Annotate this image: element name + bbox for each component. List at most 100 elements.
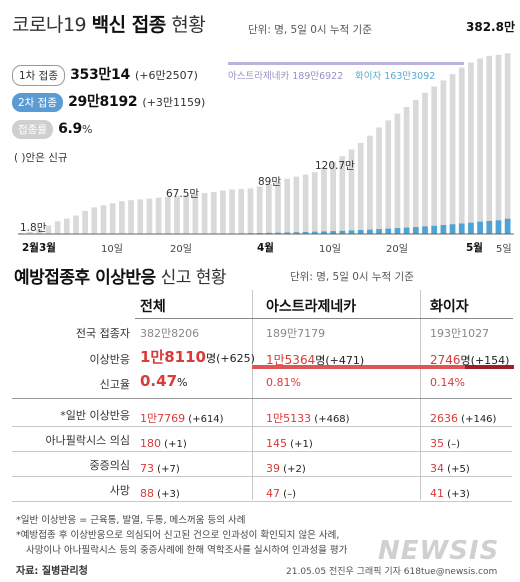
severe-az: 39 (+2) [266, 462, 306, 475]
bar-first-dose [348, 149, 355, 234]
bar-second-dose [403, 227, 410, 234]
bar-first-dose [100, 205, 107, 234]
legend-astrazeneca: 아스트라제네카 189만6922 [228, 71, 344, 82]
bar-first-dose [367, 135, 373, 234]
bar-second-dose [394, 228, 401, 234]
bar-first-dose [275, 181, 281, 234]
newsis-logo: NEWSIS [378, 536, 500, 566]
bar-first-dose [45, 225, 52, 234]
bar-second-dose [504, 218, 511, 234]
column-divider [252, 290, 253, 500]
bar-second-dose [458, 223, 465, 234]
bar-second-dose [431, 225, 438, 234]
bar-second-dose [486, 220, 493, 234]
bar-first-dose [431, 86, 438, 234]
anaphylaxis-az: 145 (+1) [266, 437, 313, 450]
credit: 21.05.05 전진우 그래픽 기자 618tue@newsis.com [286, 567, 498, 577]
first-dose-value: 353만14 [70, 67, 130, 83]
note-parenthesis: ( )안은 신규 [14, 152, 68, 164]
bar-first-dose [220, 190, 226, 234]
bar-first-dose [119, 201, 125, 234]
general-az: 1만5133 (+468) [266, 412, 350, 425]
row-label-adverse: 이상반응 [89, 353, 130, 366]
x-tick-mar10: 10일 [101, 244, 123, 255]
legend-pfizer: 화이자 163만3092 [355, 71, 436, 82]
row-label-total-vaccinated: 전국 접종자 [75, 327, 130, 340]
bar-first-dose [63, 218, 70, 234]
bar-first-dose [486, 55, 493, 234]
anaphylaxis-pfizer: 35 (–) [430, 437, 460, 450]
bar-first-dose [146, 198, 153, 234]
bar-second-dose [266, 232, 272, 234]
x-tick-mar20: 20일 [170, 244, 192, 255]
bar-second-dose [367, 229, 373, 234]
bar-first-dose [458, 67, 465, 234]
first-dose-row: 1차 접종 353만14 (+6만2507) [12, 64, 198, 86]
rate-pill: 접종률 [12, 120, 53, 139]
legend-line-az [228, 62, 464, 65]
bar-first-dose [266, 183, 272, 234]
anaphylaxis-all: 180 (+1) [140, 437, 187, 450]
footnote-causality: *예방접종 후 이상반응으로 의심되어 신고된 건으로 인과성이 확인되지 않은… [16, 530, 340, 541]
x-tick-apr10: 10일 [319, 244, 341, 255]
bar-second-dose [495, 220, 502, 234]
bar-first-dose [109, 203, 116, 234]
column-divider [420, 290, 421, 500]
bar-first-dose [137, 199, 144, 234]
bar-second-dose [348, 230, 355, 234]
second-dose-row: 2차 접종 29만8192 (+3만1159) [12, 91, 205, 112]
bar-first-dose [385, 120, 392, 234]
bar-second-dose [311, 231, 318, 234]
bar-second-dose [339, 230, 346, 234]
general-pfizer: 2636 (+146) [430, 412, 497, 425]
footnote-evaluation: 사망이나 아나필락시스 등의 중증사례에 한해 역학조사를 실시하여 인과성을 … [26, 545, 348, 556]
bar-first-dose [238, 188, 245, 234]
bar-first-dose [311, 172, 318, 234]
bar-first-dose [27, 231, 33, 234]
bar-first-dose [477, 58, 483, 234]
bar-first-dose [357, 142, 364, 234]
header-pfizer: 화이자 [430, 299, 469, 315]
bar-first-dose [339, 156, 346, 234]
bar-first-dose [229, 189, 235, 234]
row-label-severe: 중증의심 [89, 459, 130, 472]
bar-second-dose [440, 225, 447, 234]
rate-bar-astrazeneca [252, 365, 465, 369]
bar-first-dose [128, 200, 134, 234]
severe-all: 73 (+7) [140, 462, 180, 475]
bar-first-dose [302, 174, 309, 234]
bar-second-dose [468, 222, 474, 234]
rate-suffix: % [81, 123, 93, 136]
death-az: 47 (–) [266, 487, 296, 500]
bar-first-dose [440, 80, 447, 234]
first-dose-delta: (+6만2507) [134, 69, 198, 82]
x-tick-apr: 4월 [257, 242, 274, 254]
annotation-apr-mid: 120.7만 [315, 160, 355, 172]
adverse-az: 1만5364명(+471) [266, 353, 365, 367]
total-vaccinated-all: 382만8206 [140, 327, 200, 340]
bar-first-dose [183, 195, 190, 234]
bar-second-dose [412, 227, 419, 234]
bar-first-dose [330, 162, 336, 234]
bar-first-dose [504, 53, 511, 235]
bar-first-dose [495, 54, 502, 234]
bar-second-dose [275, 232, 281, 234]
total-vaccinated-pfizer: 193만1027 [430, 327, 490, 340]
annotation-mar: 67.5만 [166, 188, 200, 200]
bar-second-dose [422, 226, 428, 234]
second-dose-pill: 2차 접종 [12, 93, 63, 112]
bar-second-dose [449, 224, 456, 234]
footnote-general: *일반 이상반응 = 근육통, 발열, 두통, 메스꺼움 등의 사례 [16, 515, 246, 526]
bar-second-dose [293, 232, 300, 234]
bar-first-dose [284, 178, 291, 234]
adverse-all: 1만8110명(+625) [140, 348, 255, 366]
row-divider [12, 476, 512, 477]
total-vaccinated-az: 189만7179 [266, 327, 326, 340]
bar-first-dose [201, 193, 208, 234]
header-total: 전체 [140, 299, 166, 315]
cumulative-vaccination-bar-chart [18, 53, 514, 235]
row-divider [12, 398, 512, 399]
bar-second-dose [302, 231, 309, 234]
x-tick-may: 5월 [466, 242, 483, 254]
bar-first-dose [293, 176, 300, 234]
